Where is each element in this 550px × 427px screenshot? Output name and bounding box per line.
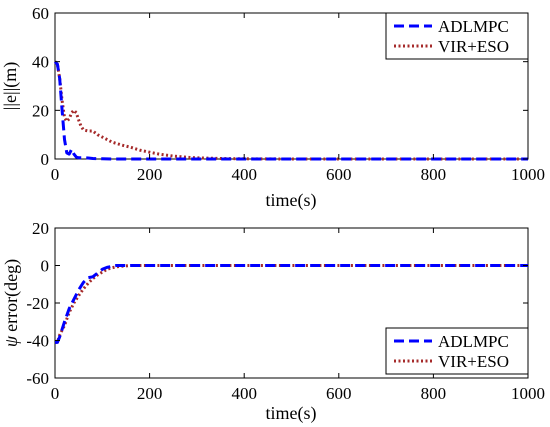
top-x-tick-label: 400 — [231, 165, 257, 184]
top-y-tick-label: 60 — [32, 4, 49, 23]
bottom-x-tick-label: 0 — [51, 384, 60, 403]
bottom-series-layer — [55, 264, 528, 344]
top-y-axis-label: ||e||(m) — [0, 62, 21, 110]
top-y-tick-label: 0 — [41, 150, 50, 169]
top-legend-vireso-label: VIR+ESO — [438, 37, 509, 56]
top-x-tick-label: 800 — [421, 165, 447, 184]
bottom-y-tick-label: -20 — [26, 294, 49, 313]
top-series-vir-eso — [53, 60, 528, 161]
bottom-tick-layer: 0 200 400 600 800 1000 -60 -40 -20 0 20 — [26, 219, 545, 403]
bottom-series-adlmpc — [55, 264, 528, 344]
top-legend-box — [385, 12, 529, 60]
top-legend-adlmpc-label: ADLMPC — [438, 17, 509, 36]
top-x-axis-label: time(s) — [266, 190, 317, 211]
bottom-x-tick-label: 800 — [421, 384, 447, 403]
top-legend: ADLMPC VIR+ESO — [385, 12, 529, 60]
bottom-y-axis-psi-symbol: ψ — [1, 335, 21, 347]
top-x-tick-label: 0 — [51, 165, 60, 184]
bottom-x-axis-label: time(s) — [266, 403, 317, 424]
bottom-chart: 0 200 400 600 800 1000 -60 -40 -20 0 20 time(s) ψe… — [1, 219, 545, 424]
bottom-x-tick-label: 1000 — [511, 384, 545, 403]
bottom-legend: ADLMPC VIR+ESO — [385, 327, 529, 375]
bottom-legend-vireso-label: VIR+ESO — [438, 352, 509, 371]
bottom-x-tick-label: 400 — [231, 384, 257, 403]
bottom-x-tick-label: 600 — [326, 384, 352, 403]
bottom-y-axis-label: ψ error(deg) — [1, 259, 22, 347]
top-x-tick-label: 600 — [326, 165, 352, 184]
top-y-tick-label: 20 — [32, 101, 49, 120]
bottom-y-tick-label: -60 — [26, 369, 49, 388]
top-series-layer — [53, 60, 528, 161]
bottom-y-axis-label-group: ψ error(deg) — [1, 259, 22, 347]
bottom-y-tick-label: -40 — [26, 332, 49, 351]
top-tick-layer: 0 200 400 600 800 1000 0 20 40 60 — [32, 4, 545, 184]
top-x-tick-label: 1000 — [511, 165, 545, 184]
top-y-tick-label: 40 — [32, 53, 49, 72]
bottom-x-tick-label: 200 — [137, 384, 163, 403]
bottom-y-axis-label-text: error(deg) — [1, 259, 22, 332]
bottom-legend-adlmpc-label: ADLMPC — [438, 332, 509, 351]
top-series-adlmpc — [53, 60, 528, 161]
bottom-y-tick-label: 0 — [41, 257, 50, 276]
top-x-tick-label: 200 — [137, 165, 163, 184]
top-chart: 0 200 400 600 800 1000 0 20 40 60 time(s) ||e||(m… — [0, 4, 545, 211]
bottom-y-tick-label: 20 — [32, 219, 49, 238]
bottom-legend-box — [385, 327, 529, 375]
